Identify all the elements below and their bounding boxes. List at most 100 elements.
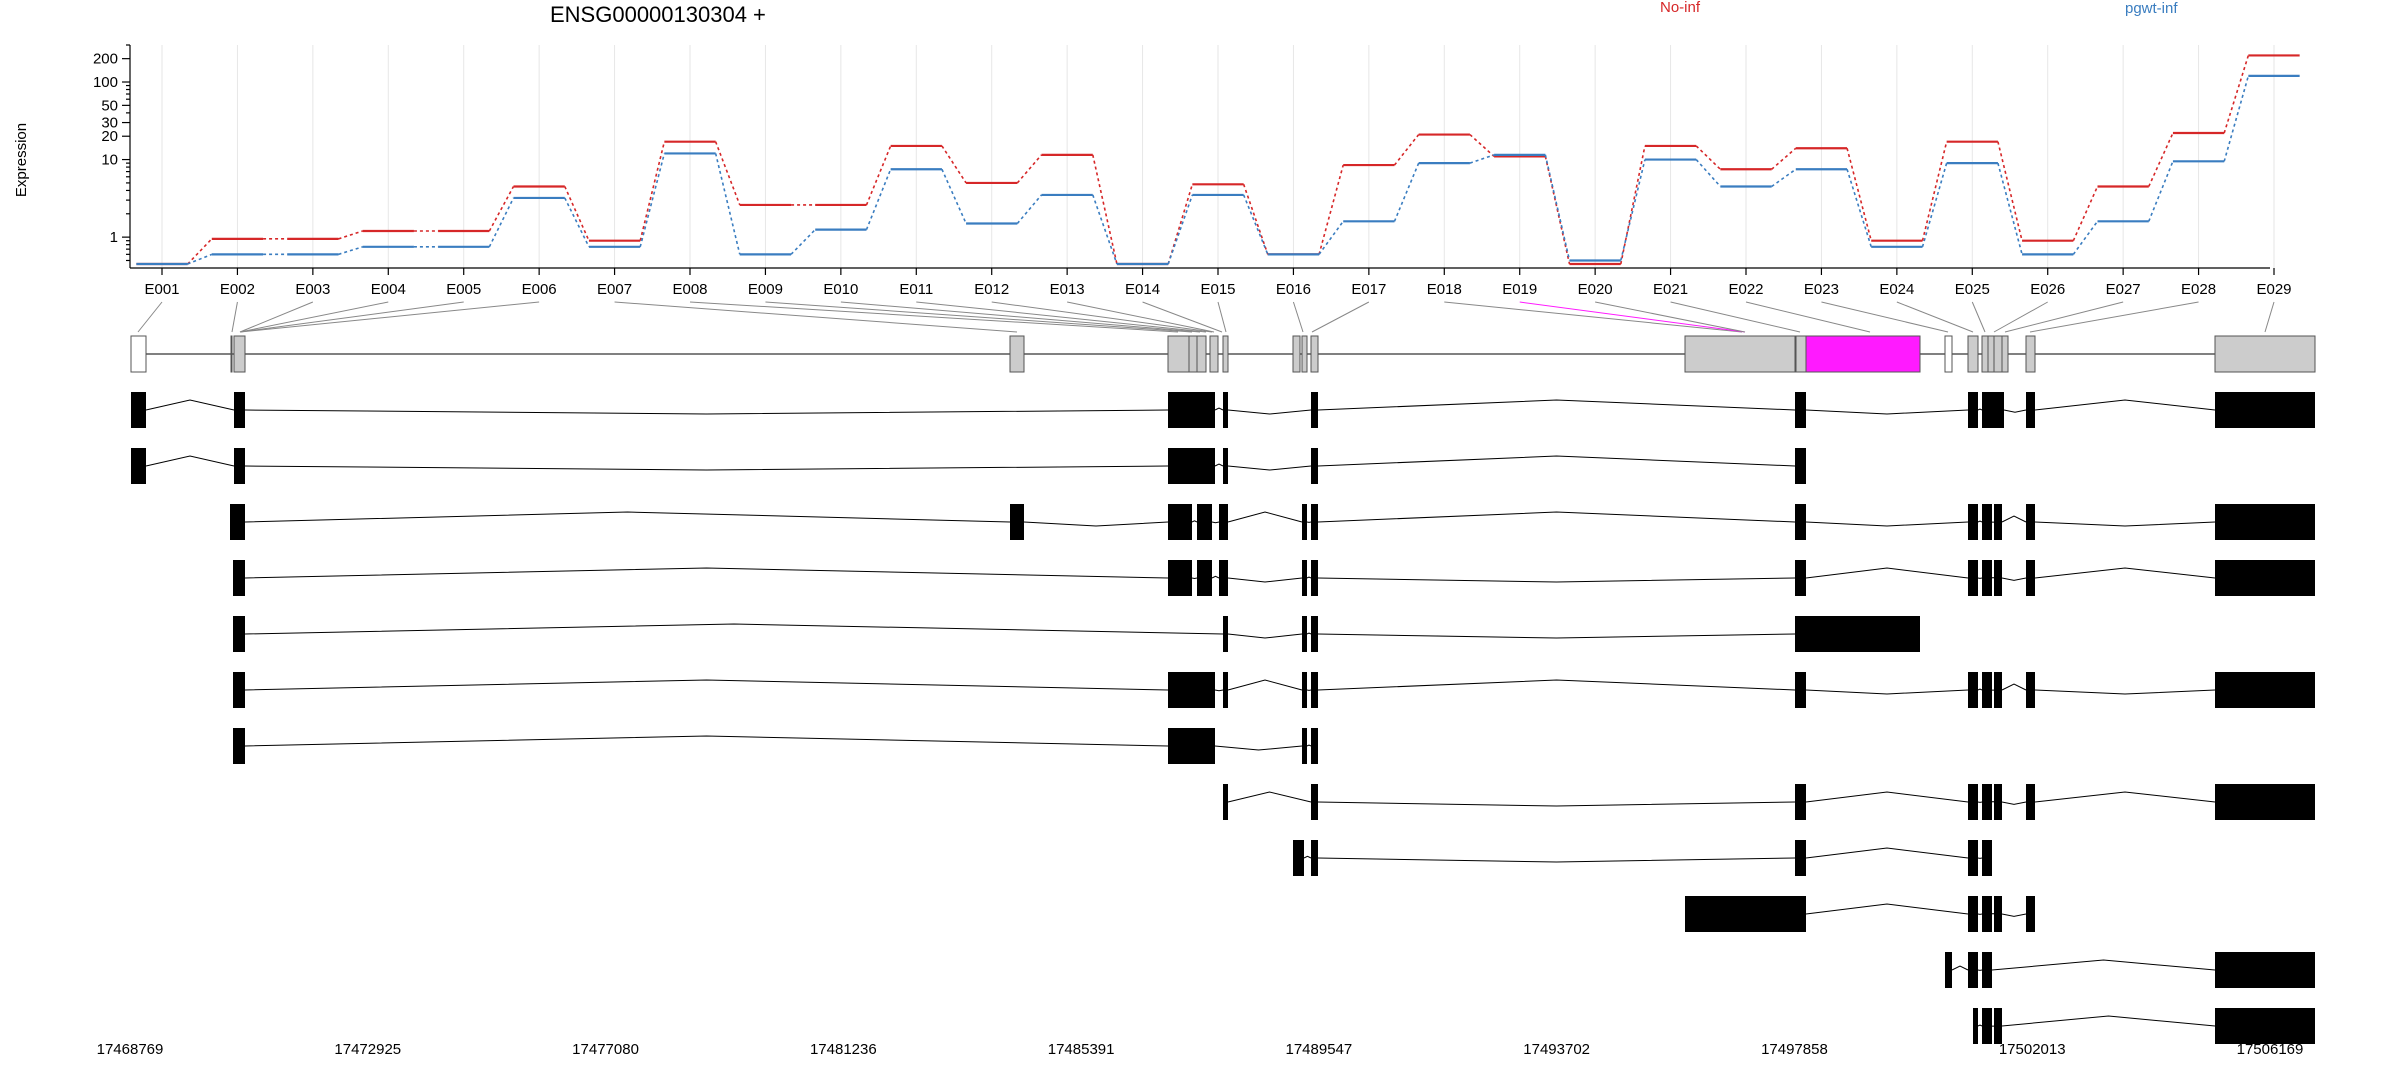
transcript-exon — [1311, 784, 1318, 820]
series-connector — [188, 239, 212, 264]
series-connector — [1244, 195, 1268, 254]
exon-label: E026 — [2030, 281, 2065, 298]
series-connector — [1470, 155, 1494, 163]
transcript-exon — [1968, 560, 1978, 596]
transcript-intron — [1228, 634, 1302, 638]
transcript-exon — [1795, 504, 1806, 540]
transcript-intron — [1806, 522, 1968, 526]
transcript-intron — [245, 568, 1168, 578]
exon-label: E001 — [144, 281, 179, 298]
transcript-intron — [146, 400, 234, 410]
transcript-intron — [1806, 848, 1968, 858]
transcript-intron — [2002, 516, 2026, 522]
series-connector — [339, 247, 363, 255]
transcript-exon — [1994, 784, 2002, 820]
transcript-intron — [1318, 802, 1795, 806]
gene-exon — [1945, 336, 1952, 372]
transcript-intron — [245, 736, 1168, 746]
transcript-exon — [1311, 448, 1318, 484]
grid — [162, 45, 2274, 268]
transcript-exon — [2215, 784, 2315, 820]
transcript-intron — [2002, 684, 2026, 690]
transcript-intron — [1978, 409, 1982, 410]
exon-label: E005 — [446, 281, 481, 298]
transcript-exon — [1968, 392, 1978, 428]
exon-label: E025 — [1955, 281, 1990, 298]
exon-label: E002 — [220, 281, 255, 298]
transcript-exon — [2026, 392, 2035, 428]
series-connector — [867, 169, 891, 229]
exon-label: E004 — [371, 281, 406, 298]
transcript-exon — [1223, 616, 1228, 652]
exon-label: E007 — [597, 281, 632, 298]
transcript-exon — [1795, 616, 1920, 652]
transcript-intron — [1318, 400, 1795, 410]
transcript-exon — [1982, 784, 1992, 820]
transcript-intron — [245, 624, 1223, 634]
series-connector — [1772, 148, 1796, 169]
exon-connector — [2265, 302, 2274, 332]
transcript-intron — [1318, 680, 1795, 690]
transcript-intron — [2002, 1016, 2215, 1026]
y-tick-label: 1 — [110, 229, 118, 246]
series-connector — [1017, 155, 1041, 183]
exon-label: E011 — [899, 281, 933, 298]
transcript-exon — [233, 560, 245, 596]
gene-exon — [1168, 336, 1189, 372]
transcript-exon — [1685, 896, 1806, 932]
transcript-intron — [1228, 792, 1311, 802]
transcript-exon — [1311, 504, 1318, 540]
gene-exon — [2002, 336, 2008, 372]
transcript-exon — [1968, 504, 1978, 540]
exon-label: E013 — [1050, 281, 1085, 298]
genomic-coordinate-label: 17493702 — [1523, 1041, 1590, 1058]
series-connector — [489, 186, 513, 231]
series-connector — [2149, 161, 2173, 221]
transcript-exon — [234, 448, 245, 484]
gene-exon — [1197, 336, 1206, 372]
series-connector — [1470, 135, 1494, 157]
transcript-exon — [2026, 504, 2035, 540]
transcript-exon — [2215, 392, 2315, 428]
series-connector — [2224, 76, 2248, 161]
transcript-exon — [1795, 560, 1806, 596]
series-connector — [640, 153, 664, 246]
genomic-coordinate-label: 17485391 — [1048, 1041, 1115, 1058]
exon-label: E028 — [2181, 281, 2216, 298]
transcript-exon — [1982, 672, 1992, 708]
transcript-exon — [1968, 784, 1978, 820]
transcript-intron — [1307, 633, 1311, 634]
exon-connector — [841, 302, 1200, 332]
transcript-exon — [2026, 672, 2035, 708]
transcript — [233, 728, 1318, 764]
transcript-intron — [2035, 690, 2215, 694]
genomic-coordinate-label: 17468769 — [97, 1041, 164, 1058]
exon-label: E008 — [672, 281, 707, 298]
exon-label: E017 — [1351, 281, 1386, 298]
transcript-exon — [1223, 672, 1228, 708]
transcript-intron — [1192, 521, 1197, 522]
exon-connector — [1821, 302, 1948, 332]
transcript-exon — [1311, 840, 1318, 876]
transcript-intron — [1978, 521, 1982, 522]
transcript-intron — [1304, 856, 1311, 858]
gene-exon — [1988, 336, 1994, 372]
transcript — [131, 392, 2315, 428]
transcript-exon — [1795, 784, 1806, 820]
series-connector — [489, 198, 513, 247]
series-connector — [1847, 169, 1871, 247]
transcript-exon — [1982, 840, 1992, 876]
transcript-exon — [1973, 1008, 1978, 1044]
transcript-exon — [1302, 728, 1307, 764]
transcript-exon — [1795, 840, 1806, 876]
exon-label: E015 — [1200, 281, 1235, 298]
exon-connector — [1972, 302, 1985, 332]
gene-exon — [1189, 336, 1197, 372]
series-connector — [1923, 142, 1947, 241]
genomic-coordinate-label: 17506169 — [2237, 1041, 2304, 1058]
transcript-intron — [1318, 578, 1795, 582]
exon-connector — [765, 302, 1192, 332]
transcript — [1293, 840, 1992, 876]
